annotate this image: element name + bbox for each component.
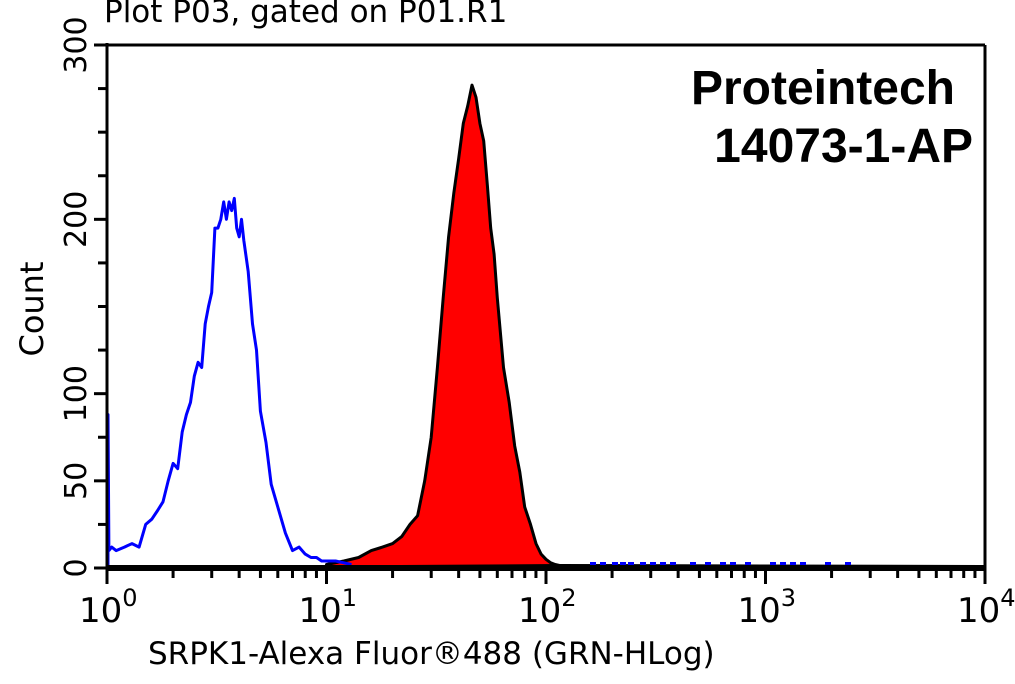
control-tail-event <box>705 562 711 566</box>
control-tail-event <box>590 562 596 566</box>
x-tick-label: 104 <box>957 584 1015 631</box>
control-tail-event <box>720 562 726 566</box>
x-axis-ticks: 100 101 102 103 104 <box>79 568 1015 631</box>
control-tail-event <box>600 562 606 566</box>
y-tick-label: 300 <box>59 16 94 73</box>
brand-name: Proteintech <box>690 62 955 115</box>
control-tail-event <box>640 562 646 566</box>
x-tick-label: 102 <box>518 584 577 631</box>
control-tail-event <box>660 562 666 566</box>
y-tick-label: 200 <box>59 191 94 248</box>
x-axis-label: SRPK1-Alexa Fluor®488 (GRN-HLog) <box>148 636 715 672</box>
y-tick-label: 50 <box>59 462 94 500</box>
sample-histogram <box>325 83 565 570</box>
control-tail-event <box>790 562 796 566</box>
control-tail-event <box>845 562 851 566</box>
control-tail-event <box>650 562 656 566</box>
y-tick-label: 100 <box>59 365 94 422</box>
control-tail-event <box>745 562 751 566</box>
y-axis-ticks: 0 50 100 200 300 <box>59 16 107 578</box>
control-tail-event <box>825 562 831 566</box>
x-tick-label: 101 <box>299 584 358 631</box>
control-tail-event <box>730 562 736 566</box>
y-tick-label: 0 <box>59 558 94 577</box>
control-tail-event <box>780 562 786 566</box>
x-tick-label: 100 <box>79 584 138 631</box>
control-tail-event <box>620 562 626 566</box>
control-tail-event <box>612 562 618 566</box>
control-tail-event <box>800 562 806 566</box>
chart-title: Plot P03, gated on P01.R1 <box>104 0 508 30</box>
control-histogram <box>106 196 352 568</box>
control-tail-event <box>670 562 676 566</box>
x-tick-label: 103 <box>738 584 797 631</box>
catalog-number: 14073-1-AP <box>714 120 973 173</box>
control-tail-event <box>690 562 696 566</box>
control-tail-event <box>628 562 634 566</box>
control-tail-event <box>770 562 776 566</box>
brand-annotation: Proteintech 14073-1-AP <box>690 60 973 176</box>
